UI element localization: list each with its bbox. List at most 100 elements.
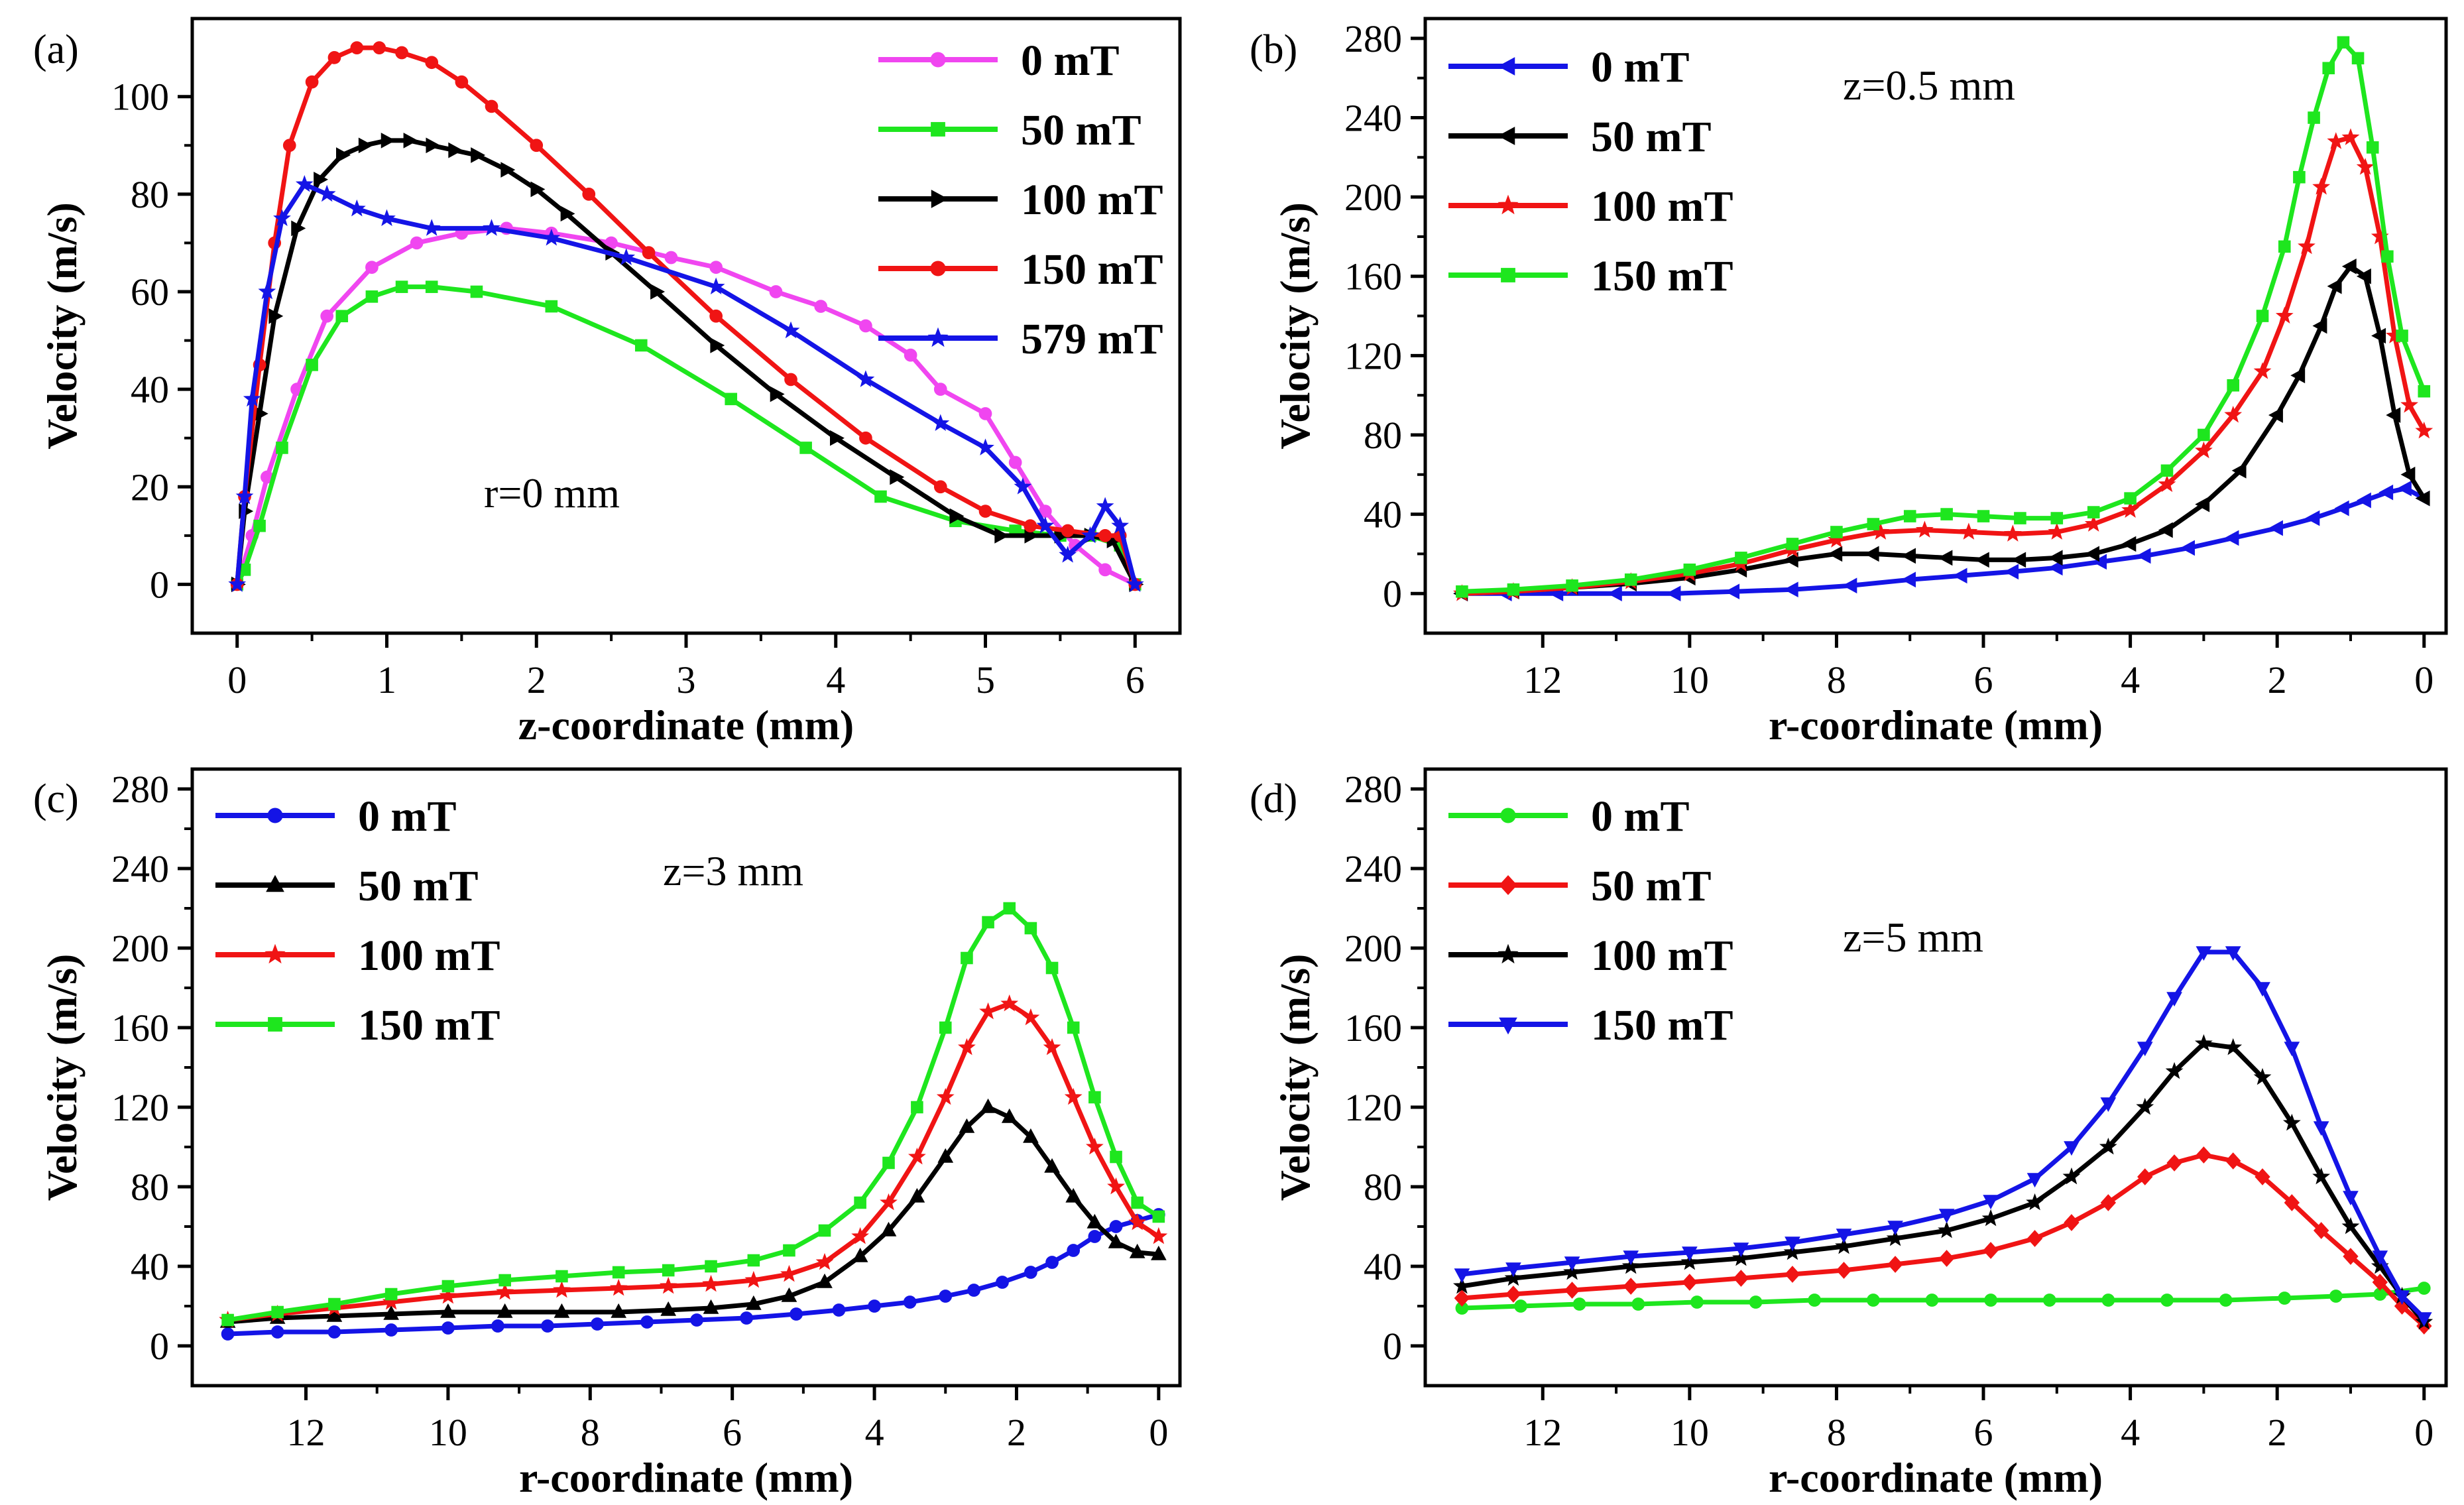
data-point bbox=[553, 1280, 571, 1298]
legend-marker bbox=[931, 190, 949, 208]
data-point bbox=[2298, 237, 2316, 255]
data-point bbox=[859, 319, 872, 333]
y-tick-label: 40 bbox=[1364, 1245, 1402, 1288]
data-point bbox=[1783, 581, 1798, 598]
data-point bbox=[381, 133, 396, 149]
data-point bbox=[2225, 946, 2241, 961]
data-point bbox=[790, 1307, 803, 1321]
series-line bbox=[235, 45, 1138, 585]
data-point bbox=[2048, 560, 2063, 576]
data-point bbox=[880, 1221, 897, 1236]
x-tick-label: 8 bbox=[1827, 1411, 1846, 1454]
data-point bbox=[2101, 1294, 2115, 1307]
data-point bbox=[2343, 1191, 2359, 1206]
data-point bbox=[2099, 1137, 2117, 1155]
data-point bbox=[403, 133, 418, 149]
data-point bbox=[2160, 464, 2174, 477]
data-point bbox=[455, 75, 469, 89]
data-point bbox=[395, 46, 408, 60]
data-point bbox=[2305, 510, 2320, 526]
data-point bbox=[2166, 1154, 2182, 1172]
data-point bbox=[2026, 1193, 2044, 1211]
x-tick-label: 4 bbox=[826, 658, 845, 701]
data-point bbox=[978, 407, 992, 420]
legend-entry: 150 mT bbox=[358, 1001, 500, 1050]
data-point bbox=[383, 1305, 399, 1320]
data-point bbox=[320, 309, 334, 323]
data-point bbox=[2014, 512, 2026, 524]
data-point bbox=[221, 1313, 234, 1327]
data-point bbox=[1505, 1286, 1521, 1303]
data-point bbox=[659, 1276, 677, 1294]
data-point bbox=[1024, 922, 1037, 935]
x-tick-label: 6 bbox=[1974, 658, 1993, 701]
data-point bbox=[2048, 550, 2063, 566]
data-point bbox=[903, 1295, 917, 1309]
x-tick-label: 2 bbox=[1007, 1411, 1026, 1454]
data-point bbox=[2196, 1146, 2212, 1164]
data-point bbox=[2418, 385, 2431, 398]
data-point bbox=[2268, 407, 2283, 423]
data-point bbox=[268, 308, 284, 324]
x-axis-label: r-coordinate (mm) bbox=[1769, 1454, 2103, 1501]
data-point bbox=[1111, 516, 1130, 534]
data-point bbox=[358, 137, 373, 154]
data-point bbox=[1830, 526, 1843, 538]
y-tick-label: 0 bbox=[150, 1325, 169, 1368]
data-point bbox=[1887, 1221, 1903, 1236]
data-point bbox=[2100, 1097, 2117, 1113]
x-tick-label: 10 bbox=[1671, 658, 1709, 701]
legend-marker bbox=[930, 52, 946, 68]
data-point bbox=[939, 1021, 952, 1034]
data-point bbox=[327, 1325, 341, 1339]
data-point bbox=[1940, 508, 1953, 520]
legend-entry: 0 mT bbox=[1021, 36, 1120, 85]
data-point bbox=[1023, 1128, 1039, 1143]
x-tick-label: 4 bbox=[2121, 658, 2140, 701]
y-tick-label: 80 bbox=[131, 173, 169, 216]
data-point bbox=[2371, 328, 2386, 344]
data-point bbox=[1974, 552, 1989, 568]
data-point bbox=[854, 1196, 866, 1209]
data-point bbox=[2372, 1274, 2388, 1291]
data-point bbox=[996, 1276, 1009, 1289]
data-point bbox=[500, 162, 516, 178]
y-tick-label: 120 bbox=[1344, 1086, 1402, 1129]
data-point bbox=[2219, 1294, 2233, 1307]
data-point bbox=[976, 438, 994, 455]
data-point bbox=[483, 219, 500, 236]
data-point bbox=[612, 1266, 625, 1279]
data-point bbox=[817, 1273, 833, 1288]
data-point bbox=[1983, 1242, 1999, 1259]
data-point bbox=[1866, 1294, 1880, 1307]
data-point bbox=[852, 1247, 868, 1262]
legend-entry: 579 mT bbox=[1021, 315, 1163, 363]
legend-marker bbox=[1497, 57, 1515, 76]
data-point bbox=[880, 1193, 898, 1211]
data-point bbox=[395, 280, 408, 293]
data-point bbox=[1564, 1282, 1580, 1299]
x-tick-label: 2 bbox=[2268, 1411, 2287, 1454]
series-line bbox=[227, 1001, 1160, 1323]
data-point bbox=[2062, 1167, 2081, 1185]
y-axis-label: Velocity (m/s) bbox=[1271, 202, 1319, 450]
x-tick-label: 6 bbox=[723, 1411, 742, 1454]
data-point bbox=[1981, 1209, 2000, 1227]
data-point bbox=[2312, 318, 2327, 334]
legend-entry: 50 mT bbox=[358, 862, 479, 910]
data-point bbox=[1064, 1087, 1083, 1105]
data-point bbox=[2341, 1217, 2360, 1234]
data-point bbox=[1059, 546, 1077, 563]
y-tick-label: 0 bbox=[1383, 572, 1402, 615]
data-point bbox=[1783, 1242, 1802, 1260]
legend-marker bbox=[1500, 808, 1516, 823]
data-point bbox=[1631, 1297, 1645, 1311]
data-point bbox=[2136, 1097, 2154, 1115]
series-line bbox=[1462, 1286, 2425, 1311]
data-point bbox=[617, 248, 636, 265]
data-point bbox=[982, 916, 994, 929]
data-point bbox=[1109, 1220, 1123, 1233]
data-point bbox=[1835, 1236, 1853, 1254]
legend-marker bbox=[266, 874, 284, 892]
legend-marker bbox=[930, 261, 946, 276]
